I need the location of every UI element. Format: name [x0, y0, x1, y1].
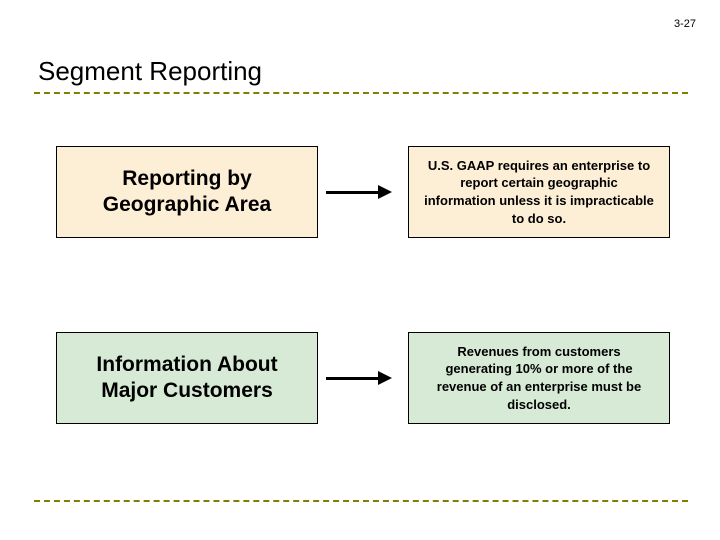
arrow-icon — [326, 371, 392, 385]
arrow-icon — [326, 185, 392, 199]
topic-box-customers: Information About Major Customers — [56, 332, 318, 424]
arrow-head — [378, 185, 392, 199]
arrow-line — [326, 191, 378, 194]
slide-title: Segment Reporting — [38, 56, 262, 87]
topic-label: Reporting by Geographic Area — [71, 166, 303, 219]
description-text: Revenues from customers generating 10% o… — [423, 343, 655, 413]
divider-top — [34, 92, 688, 94]
topic-label: Information About Major Customers — [71, 352, 303, 405]
topic-box-geographic: Reporting by Geographic Area — [56, 146, 318, 238]
arrow-head — [378, 371, 392, 385]
arrow-line — [326, 377, 378, 380]
divider-bottom — [34, 500, 688, 502]
description-box-customers: Revenues from customers generating 10% o… — [408, 332, 670, 424]
description-box-geographic: U.S. GAAP requires an enterprise to repo… — [408, 146, 670, 238]
page-number: 3-27 — [674, 18, 696, 30]
description-text: U.S. GAAP requires an enterprise to repo… — [423, 157, 655, 227]
